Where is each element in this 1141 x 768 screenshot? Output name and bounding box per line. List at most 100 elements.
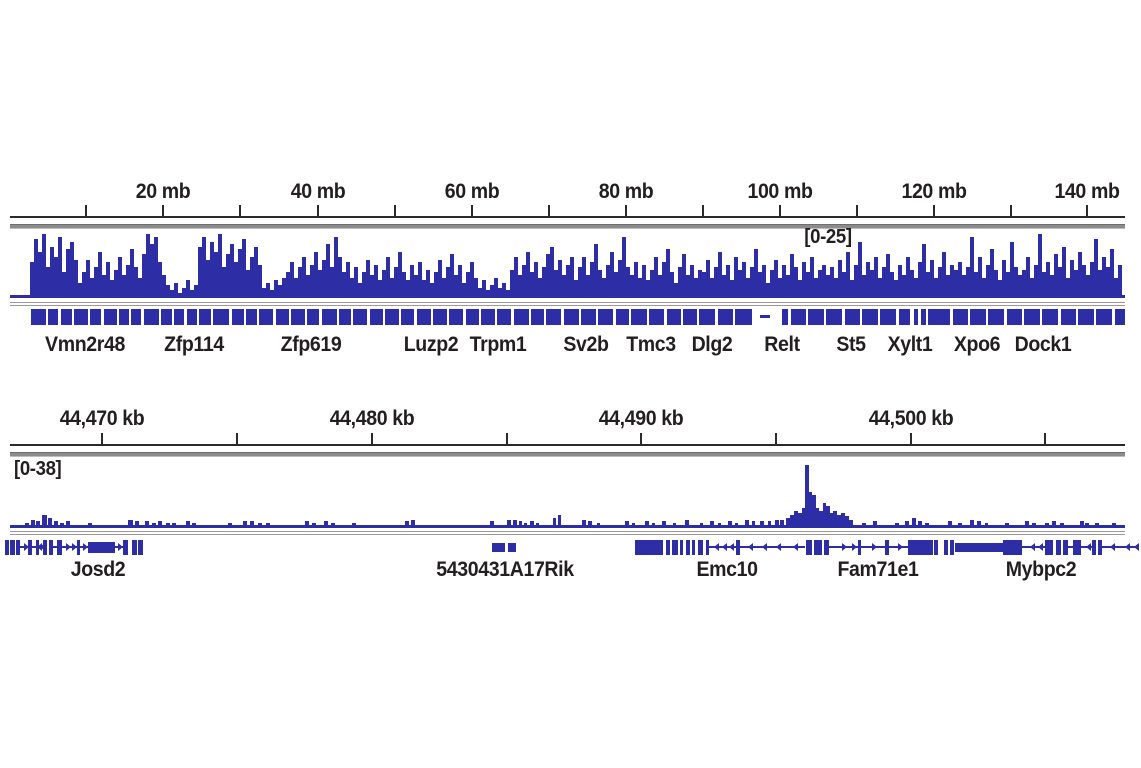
gene-density-gap — [1004, 309, 1007, 325]
gene-density-gap — [197, 309, 199, 325]
signal-bar — [1026, 257, 1030, 298]
ruler-tick — [471, 205, 473, 216]
gene-density-dash — [760, 315, 770, 318]
signal-bar — [658, 275, 662, 298]
signal-bar — [666, 249, 670, 298]
gene-density-gap — [399, 309, 401, 325]
signal-bar — [234, 262, 238, 298]
signal-bar — [406, 280, 410, 298]
exon-box — [28, 540, 32, 555]
ruler-tick — [101, 433, 103, 444]
exon-box — [49, 540, 53, 555]
ruler-tick — [702, 205, 704, 216]
signal-bar — [982, 278, 986, 298]
signal-bar — [98, 252, 102, 298]
signal-bar — [414, 275, 418, 298]
signal-bar — [70, 242, 74, 298]
signal-bar — [218, 234, 222, 298]
signal-bar — [130, 249, 134, 298]
gene-label: Relt — [764, 333, 800, 356]
signal-bar — [1066, 278, 1070, 298]
signal-bar — [470, 262, 474, 298]
signal-bar — [194, 285, 198, 298]
signal-bar — [586, 275, 590, 298]
signal-bar — [1106, 267, 1110, 298]
signal-bar — [714, 267, 718, 298]
signal-bar — [50, 247, 54, 298]
signal-bar — [905, 521, 909, 528]
signal-bar — [558, 515, 561, 528]
gene-density-gap — [88, 309, 90, 325]
signal-bar — [802, 508, 805, 528]
signal-bar — [673, 523, 676, 528]
signal-bar — [338, 257, 342, 298]
signal-bar — [206, 260, 210, 298]
signal-bar — [524, 523, 527, 528]
signal-bar — [554, 270, 558, 298]
signal-bar — [958, 262, 962, 298]
signal-bar — [826, 506, 830, 528]
signal-bar — [850, 280, 854, 298]
track-divider-line — [10, 531, 1125, 535]
signal-bar — [402, 272, 406, 298]
signal-bar — [362, 272, 366, 298]
signal-bar — [54, 521, 58, 528]
signal-bar — [170, 290, 174, 298]
signal-bar — [310, 265, 314, 298]
exon-box — [88, 542, 115, 553]
exon-box — [1098, 540, 1102, 555]
signal-bar — [106, 262, 110, 298]
intron-line — [740, 546, 805, 548]
signal-bar — [118, 257, 122, 298]
signal-bar — [948, 521, 952, 528]
ruler-tick — [640, 433, 642, 444]
ruler-tick — [394, 205, 396, 216]
ruler-tick — [371, 433, 373, 444]
signal-bar — [995, 525, 999, 528]
signal-bar — [490, 285, 494, 298]
signal-bar — [902, 275, 906, 298]
signal-bar — [358, 283, 362, 298]
signal-bar — [918, 521, 922, 528]
signal-bar — [986, 265, 990, 298]
ruler-tick — [239, 205, 241, 216]
signal-bar — [1114, 278, 1118, 298]
signal-bar — [790, 254, 794, 298]
signal-bar — [837, 515, 841, 528]
gene-density-gap — [159, 309, 161, 325]
ruler-tick — [779, 205, 781, 216]
signal-bar — [870, 270, 874, 298]
exon-box — [908, 540, 933, 555]
signal-bar — [534, 262, 538, 298]
signal-bar — [775, 520, 779, 528]
signal-bar — [215, 525, 219, 528]
signal-bar — [686, 275, 690, 298]
strand-arrow-right-icon — [72, 543, 77, 551]
exon-box — [885, 540, 889, 555]
gene-label: Mybpc2 — [1005, 558, 1077, 581]
signal-bar — [568, 525, 571, 528]
signal-bar — [314, 252, 318, 298]
gene-density-gap — [211, 309, 213, 325]
signal-bar — [312, 523, 316, 528]
signal-bar — [834, 278, 838, 298]
signal-bar — [458, 265, 462, 298]
gene-density-gap — [824, 309, 826, 325]
signal-bar — [895, 523, 899, 528]
signal-bar — [228, 523, 232, 528]
signal-bar — [882, 267, 886, 298]
signal-bar — [990, 249, 994, 298]
signal-bar — [238, 249, 242, 298]
signal-bar — [438, 525, 441, 528]
gene-label: Fam71e1 — [837, 558, 919, 581]
ruler-tick — [856, 205, 858, 216]
signal-bar — [1070, 525, 1074, 528]
signal-bar — [794, 511, 798, 528]
signal-bar — [1085, 523, 1089, 528]
strand-arrow-right-icon — [898, 543, 903, 551]
signal-bar — [925, 523, 929, 528]
gene-density-band — [31, 309, 1125, 325]
signal-bar — [898, 265, 902, 298]
gene-density-gap — [806, 309, 808, 325]
